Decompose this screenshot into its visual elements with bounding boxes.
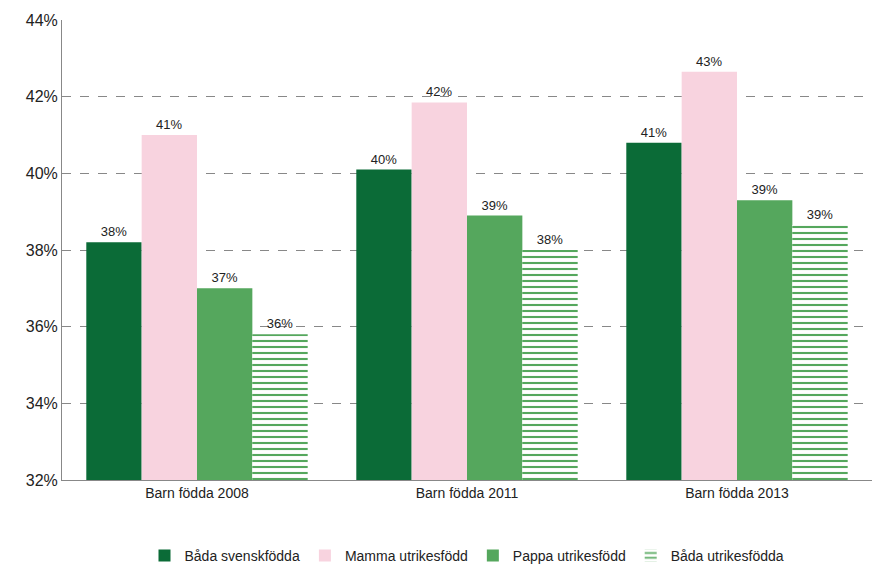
svg-text:44%: 44% [26, 12, 58, 29]
svg-text:Pappa utrikesfödd: Pappa utrikesfödd [513, 548, 626, 564]
svg-text:40%: 40% [371, 152, 397, 167]
svg-text:38%: 38% [101, 224, 127, 239]
svg-text:34%: 34% [26, 395, 58, 412]
svg-text:38%: 38% [26, 242, 58, 259]
svg-text:39%: 39% [481, 198, 507, 213]
svg-text:36%: 36% [267, 316, 293, 331]
svg-text:39%: 39% [751, 182, 777, 197]
svg-text:Båda utrikesfödda: Båda utrikesfödda [671, 548, 784, 564]
svg-text:39%: 39% [807, 207, 833, 222]
svg-text:43%: 43% [696, 54, 722, 69]
svg-text:42%: 42% [26, 88, 58, 105]
svg-text:37%: 37% [211, 270, 237, 285]
svg-text:42%: 42% [426, 84, 452, 99]
svg-text:32%: 32% [26, 472, 58, 489]
svg-text:36%: 36% [26, 318, 58, 335]
svg-text:Barn födda 2013: Barn födda 2013 [685, 485, 789, 501]
svg-text:41%: 41% [641, 125, 667, 140]
svg-text:41%: 41% [156, 117, 182, 132]
svg-text:Båda svenskfödda: Båda svenskfödda [185, 548, 300, 564]
svg-text:Mamma utrikesfödd: Mamma utrikesfödd [345, 548, 468, 564]
svg-text:Barn födda 2008: Barn födda 2008 [145, 485, 249, 501]
svg-text:38%: 38% [537, 232, 563, 247]
svg-text:Barn födda 2011: Barn födda 2011 [416, 485, 519, 501]
svg-text:40%: 40% [26, 165, 58, 182]
